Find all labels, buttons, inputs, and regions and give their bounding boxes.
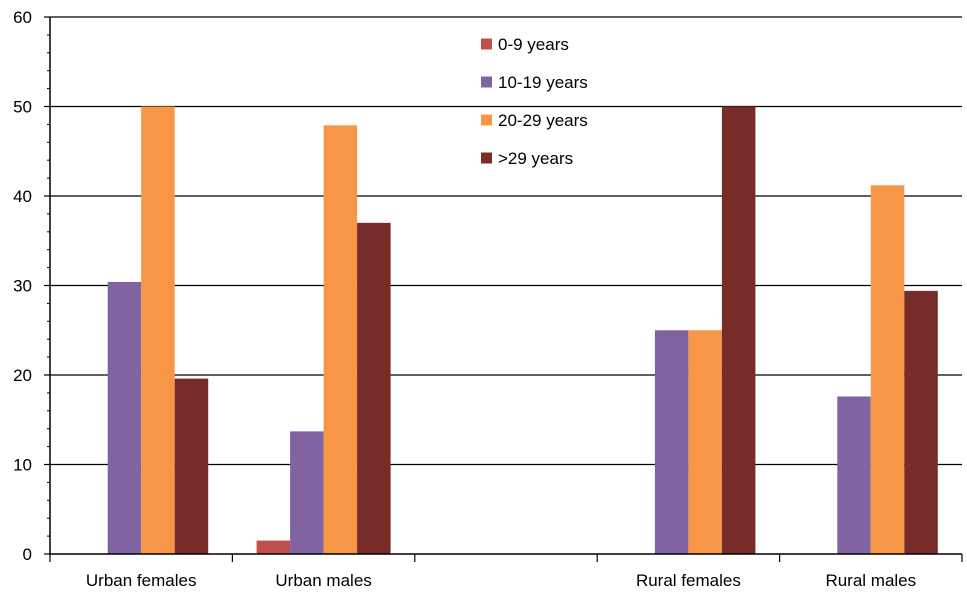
bar — [256, 540, 291, 554]
legend-label: 10-19 years — [498, 73, 588, 92]
y-tick-labels: 0 10 20 30 40 50 60 — [13, 8, 32, 564]
axes — [44, 16, 963, 562]
x-tick-label: Rural males — [825, 571, 916, 590]
legend: 0-9 years 10-19 years 20-29 years >29 years — [481, 35, 588, 168]
bar — [141, 106, 175, 554]
bar — [174, 378, 209, 554]
bar — [721, 106, 756, 554]
bar — [870, 185, 905, 554]
y-tick-label: 50 — [13, 98, 32, 117]
legend-swatch — [481, 76, 492, 88]
legend-label: 20-29 years — [498, 111, 588, 130]
y-tick-label: 0 — [23, 545, 32, 564]
bar — [290, 431, 324, 554]
y-tick-label: 30 — [13, 277, 32, 296]
y-tick-label: 40 — [13, 187, 32, 206]
x-tick-label: Urban males — [275, 571, 371, 590]
y-tick-label: 20 — [13, 366, 32, 385]
bar — [357, 222, 391, 554]
legend-swatch — [481, 152, 492, 164]
bar — [323, 125, 358, 555]
legend-label: >29 years — [498, 149, 573, 168]
bar — [107, 281, 142, 554]
x-tick-label: Rural females — [636, 571, 741, 590]
legend-label: 0-9 years — [498, 35, 569, 54]
bar — [688, 330, 722, 554]
bars — [107, 106, 938, 555]
gridlines — [50, 16, 962, 466]
legend-swatch — [481, 38, 492, 50]
legend-swatch — [481, 114, 492, 126]
x-tick-label: Urban females — [86, 571, 197, 590]
bar — [654, 330, 689, 554]
y-tick-label: 10 — [13, 456, 32, 475]
bar — [904, 290, 938, 554]
x-tick-labels: Urban females Urban males Rural females Rur… — [86, 571, 916, 590]
y-tick-label: 60 — [13, 8, 32, 27]
bar — [837, 396, 871, 554]
